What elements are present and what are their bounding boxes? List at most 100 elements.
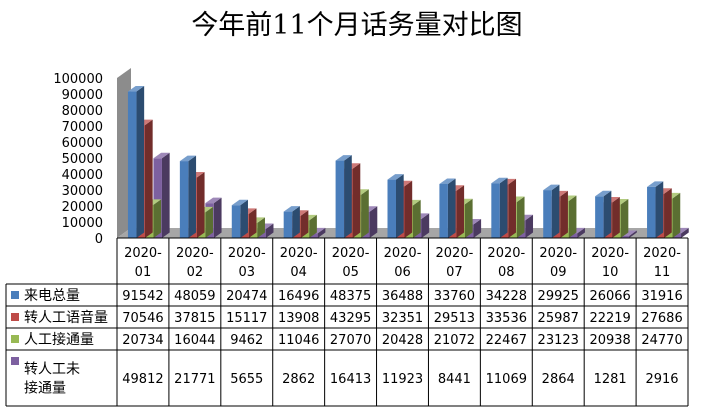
- y-tick-label: 70000: [62, 120, 103, 135]
- x-tick-label: 2020-: [539, 246, 577, 261]
- data-label: 11069: [486, 372, 527, 387]
- x-tick-label: 01: [135, 265, 152, 280]
- data-label: 33536: [486, 311, 527, 326]
- data-label: 23123: [538, 333, 579, 348]
- legend-label: 转人工语音量: [24, 309, 108, 326]
- bar: [179, 155, 197, 238]
- data-label: 8441: [438, 372, 471, 387]
- data-label: 25987: [538, 311, 579, 326]
- data-label: 11046: [278, 333, 319, 348]
- y-tick-label: 100000: [53, 72, 103, 87]
- data-label: 20734: [122, 333, 163, 348]
- bar: [153, 152, 170, 238]
- data-label: 37815: [174, 311, 215, 326]
- y-tick-label: 90000: [62, 88, 103, 103]
- x-tick-label: 10: [602, 265, 619, 280]
- bar: [439, 178, 456, 238]
- bar: [595, 190, 612, 238]
- bar: [231, 199, 248, 238]
- data-label: 22467: [486, 333, 527, 348]
- bar: [335, 155, 352, 238]
- legend-swatch: [11, 313, 19, 321]
- data-label: 32351: [382, 311, 423, 326]
- legend-label: 转人工未: [24, 362, 80, 378]
- data-label: 31916: [641, 289, 682, 304]
- bar: [543, 184, 560, 238]
- x-tick-label: 05: [342, 265, 359, 280]
- data-label: 2916: [645, 372, 678, 387]
- legend-swatch: [11, 357, 19, 365]
- legend-label: 来电总量: [24, 288, 80, 304]
- y-tick-label: 50000: [62, 152, 103, 167]
- legend-swatch: [11, 291, 19, 299]
- data-label: 11923: [382, 372, 423, 387]
- x-tick-label: 2020-: [436, 246, 474, 261]
- data-label: 70546: [122, 311, 163, 326]
- data-label: 21771: [174, 372, 215, 387]
- data-label: 15117: [226, 311, 267, 326]
- data-label: 48059: [174, 289, 215, 304]
- data-table: 2020- 01 2020- 02 2020- 03 2020- 04 2020- 05 2020-…: [5, 237, 689, 407]
- bar: [387, 174, 404, 238]
- x-tick-label: 2020-: [332, 246, 370, 261]
- legend-label: 接通量: [24, 380, 66, 397]
- bar: [127, 86, 145, 238]
- data-label: 43295: [330, 311, 371, 326]
- bar: [283, 206, 300, 238]
- data-label: 49812: [122, 372, 163, 387]
- data-label: 2864: [542, 372, 575, 387]
- data-label: 16413: [330, 372, 371, 387]
- x-tick-label: 11: [654, 265, 671, 280]
- data-label: 13908: [278, 311, 319, 326]
- data-label: 24770: [641, 333, 682, 348]
- y-tick-label: 10000: [62, 216, 103, 231]
- data-label: 22219: [589, 311, 630, 326]
- data-label: 27070: [330, 333, 371, 348]
- y-tick-label: 40000: [62, 168, 103, 183]
- side-wall: [117, 68, 131, 238]
- data-label: 33760: [434, 289, 475, 304]
- data-label: 29513: [434, 311, 475, 326]
- legend-swatch: [11, 335, 19, 343]
- chart-title: 今年前11个月话务量对比图: [191, 10, 522, 41]
- x-tick-label: 03: [238, 265, 255, 280]
- data-label: 20428: [382, 333, 423, 348]
- x-tick-label: 2020-: [228, 246, 266, 261]
- data-label: 34228: [486, 289, 527, 304]
- data-label: 1281: [594, 372, 627, 387]
- data-label: 5655: [230, 372, 263, 387]
- x-tick-label: 2020-: [384, 246, 422, 261]
- data-label: 36488: [382, 289, 423, 304]
- x-tick-label: 02: [187, 265, 204, 280]
- data-label: 26066: [589, 289, 630, 304]
- y-tick-label: 30000: [62, 184, 103, 199]
- data-label: 2862: [282, 372, 315, 387]
- data-label: 29925: [538, 289, 579, 304]
- x-tick-label: 04: [290, 265, 307, 280]
- bar: [491, 177, 508, 238]
- data-label: 20938: [589, 333, 630, 348]
- data-label: 27686: [641, 311, 682, 326]
- x-tick-label: 2020-: [280, 246, 318, 261]
- x-tick-label: 2020-: [176, 246, 214, 261]
- y-tick-label: 0: [95, 232, 103, 247]
- y-tick-label: 60000: [62, 136, 103, 151]
- x-tick-label: 2020-: [124, 246, 162, 261]
- data-label: 16496: [278, 289, 319, 304]
- data-label: 9462: [230, 333, 263, 348]
- data-label: 21072: [434, 333, 475, 348]
- data-label: 91542: [122, 289, 163, 304]
- legend-label: 人工接通量: [24, 331, 94, 348]
- x-tick-label: 2020-: [591, 246, 629, 261]
- data-label: 20474: [226, 289, 267, 304]
- x-tick-label: 2020-: [487, 246, 525, 261]
- y-axis: 0100002000030000400005000060000700008000…: [53, 72, 103, 247]
- bars: [127, 86, 689, 238]
- y-tick-label: 80000: [62, 104, 103, 119]
- x-tick-label: 06: [394, 265, 411, 280]
- x-tick-label: 2020-: [643, 246, 681, 261]
- data-label: 16044: [174, 333, 215, 348]
- bar: [647, 181, 664, 238]
- y-tick-label: 20000: [62, 200, 103, 215]
